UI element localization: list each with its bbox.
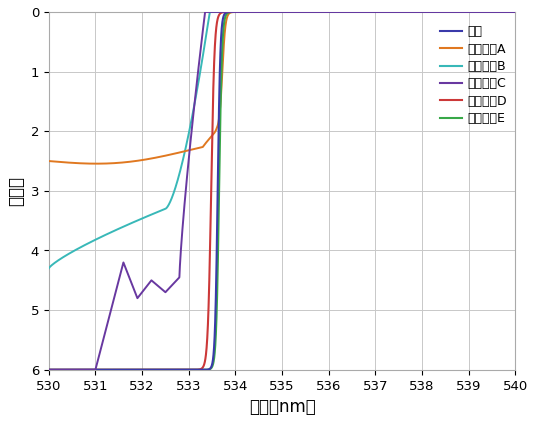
Legend: 设计, 测得光谱A, 测得光谱B, 测得光谱C, 测得光谱D, 测得光谱E: 设计, 测得光谱A, 测得光谱B, 测得光谱C, 测得光谱D, 测得光谱E [440, 25, 507, 125]
X-axis label: 波长（nm）: 波长（nm） [249, 398, 316, 416]
Y-axis label: 光密度: 光密度 [7, 176, 25, 206]
